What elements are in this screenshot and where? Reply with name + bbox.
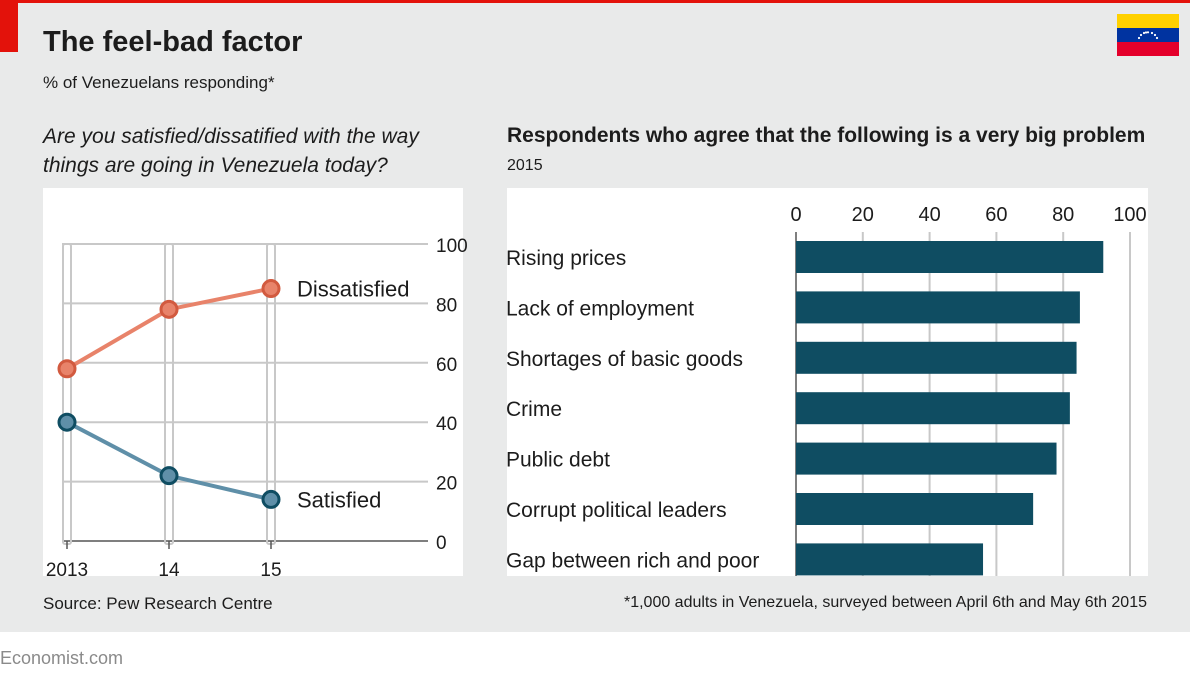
right-x-tick-label: 20	[852, 204, 874, 226]
bar-shortages-of-basic-goods	[796, 341, 1077, 374]
bar-category-label: Lack of employment	[506, 297, 694, 320]
left-plot-area	[43, 188, 463, 576]
left-y-tick-label: 0	[436, 533, 447, 554]
bar-rising-prices	[796, 241, 1104, 273]
bar-category-label: Rising prices	[506, 247, 626, 270]
series-point-dissatisfied	[261, 279, 281, 299]
chart-subtitle: % of Venezuelans responding*	[43, 73, 275, 92]
chart-title: The feel-bad factor	[43, 26, 303, 58]
charts-svg: 0 20 40 60 80 100 2013 14 15 Dissatisfied Satisfie…	[46, 204, 1147, 581]
footnote: *1,000 adults in Venezuela, surveyed bet…	[623, 594, 1147, 611]
bar-public-debt	[796, 442, 1057, 475]
left-x-tick-label: 14	[158, 560, 180, 581]
bar-category-label: Gap between rich and poor	[506, 549, 759, 572]
top-rule	[0, 0, 1190, 3]
left-vertical-gridline	[62, 243, 72, 545]
left-y-tick-label: 40	[436, 414, 457, 435]
bar-crime	[796, 392, 1070, 425]
series-label-satisfied: Satisfied	[297, 487, 381, 512]
bar-category-label: Public debt	[506, 449, 610, 472]
left-y-tick-label: 100	[436, 236, 468, 257]
left-chart-title: Are you satisfied/dissatified with the w…	[43, 125, 419, 177]
right-x-tick-label: 100	[1113, 204, 1146, 226]
series-point-satisfied	[57, 412, 77, 432]
right-x-tick-label: 80	[1052, 204, 1074, 226]
brand-tag	[0, 0, 18, 52]
series-point-dissatisfied	[159, 299, 179, 319]
bar-category-label: Corrupt political leaders	[506, 499, 727, 522]
bar-gap-between-rich-and-poor	[796, 543, 984, 576]
right-chart-subtitle: 2015	[507, 157, 543, 174]
left-x-tick-label: 2013	[46, 560, 88, 581]
flag-stripe-blue	[1117, 28, 1179, 42]
series-point-satisfied	[159, 466, 179, 486]
left-y-tick-label: 80	[436, 295, 457, 316]
right-x-tick-label: 40	[918, 204, 940, 226]
venezuela-flag-icon	[1117, 14, 1179, 56]
right-chart-title: Respondents who agree that the following…	[507, 124, 1146, 147]
left-y-tick-label: 60	[436, 355, 457, 376]
left-x-tick-label: 15	[260, 560, 281, 581]
series-line-satisfied	[66, 420, 272, 502]
bar-corrupt-political-leaders	[796, 493, 1034, 525]
left-y-tick-label: 20	[436, 474, 457, 495]
right-x-tick-label: 0	[790, 204, 801, 226]
bar-category-label: Crime	[506, 398, 562, 421]
left-vertical-gridline	[164, 243, 174, 545]
bar-lack-of-employment	[796, 291, 1080, 324]
series-label-dissatisfied: Dissatisfied	[297, 277, 409, 302]
bar-category-label: Shortages of basic goods	[506, 348, 743, 371]
source-note: Source: Pew Research Centre	[43, 594, 273, 613]
flag-stripe-yellow	[1117, 14, 1179, 28]
flag-stars	[1137, 31, 1159, 40]
series-point-satisfied	[261, 489, 281, 509]
flag-stripe-red	[1117, 42, 1179, 56]
right-x-tick-label: 60	[985, 204, 1007, 226]
brand-label: Economist.com	[0, 648, 124, 668]
series-point-dissatisfied	[57, 359, 77, 379]
